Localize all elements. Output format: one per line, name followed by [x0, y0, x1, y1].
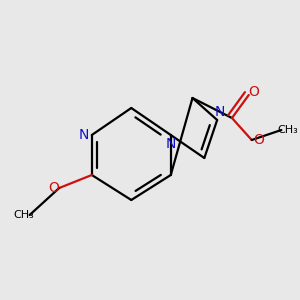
Text: CH₃: CH₃	[13, 210, 34, 220]
Text: CH₃: CH₃	[278, 125, 298, 135]
Text: O: O	[248, 85, 259, 99]
Text: N: N	[78, 128, 89, 142]
Text: N: N	[166, 137, 176, 151]
Text: O: O	[254, 133, 265, 147]
Text: N: N	[215, 106, 225, 119]
Text: O: O	[49, 181, 59, 195]
